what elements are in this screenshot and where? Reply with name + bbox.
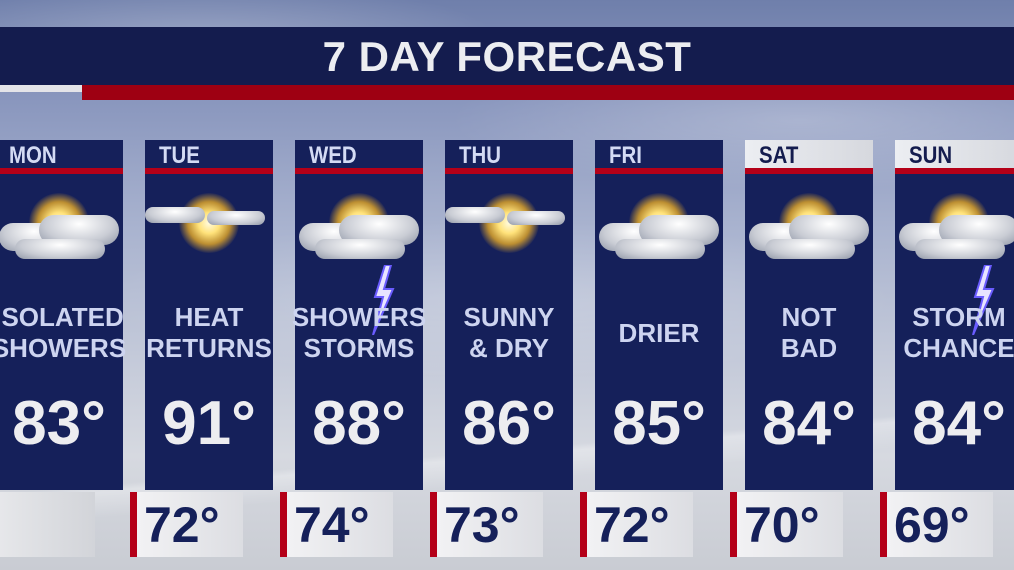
title-underline-white [0,85,82,92]
forecast-description: SHOWERS STORMS [289,302,429,364]
thunderstorm-icon [295,185,423,335]
low-temp: 73° [444,497,520,553]
high-temp: 85° [612,389,706,458]
day-header: FRI [595,140,723,169]
description-line: STORM [912,302,1006,332]
sunny-cloud-icon [445,185,573,295]
page-title: 7 DAY FORECAST [322,33,692,80]
day-header: SUN [895,140,1014,169]
low-temp-box: 72° [580,492,693,557]
forecast-description: HEAT RETURNS [139,302,279,364]
low-temp-background [287,492,393,557]
day-column-sun: SUN STORM CHANCE 84° [895,140,1014,490]
high-temp: 91° [162,389,256,458]
low-temp-accent [430,492,437,557]
day-label: FRI [609,142,642,169]
forecast-description: STORM CHANCE [889,302,1014,364]
low-temp: 72° [144,497,220,553]
low-temp-box: 74° [280,492,393,557]
thunderstorm-icon [895,185,1014,335]
description-line: SHOWERS [291,302,427,332]
low-temp-accent [280,492,287,557]
forecast-description: SUNNY & DRY [439,302,579,364]
low-temp-accent [880,492,887,557]
description-line: RETURNS [146,333,272,363]
description-line: CHANCE [903,333,1014,363]
day-label: MON [9,142,57,169]
low-temp-accent [130,492,137,557]
description-line: ISOLATED [0,302,124,332]
day-header-underline [295,168,423,174]
day-column-thu: THU SUNNY & DRY 86° [445,140,573,490]
description-line: DRIER [618,318,700,348]
low-temp-box: 70° [730,492,843,557]
day-header: SAT [745,140,873,169]
day-column-mon: MON ISOLATED SHOWERS 83° [0,140,126,490]
day-column-tue: TUE HEAT RETURNS 91° [145,140,273,490]
day-label: TUE [159,142,200,169]
day-label: WED [309,142,357,169]
day-header-underline [0,168,123,174]
low-temp-background [587,492,693,557]
day-header-underline [595,168,723,174]
high-temp: 84° [762,389,856,458]
low-temp: 72° [594,497,670,553]
forecast-description: ISOLATED SHOWERS [0,302,129,364]
day-header: TUE [145,140,273,169]
high-temp: 86° [462,389,556,458]
low-temp-accent [730,492,737,557]
low-temp-accent [580,492,587,557]
day-header-underline [895,168,1014,174]
low-temp-box: 69° [880,492,993,557]
mon-low-placeholder [0,492,95,557]
day-header-underline [745,168,873,174]
title-bar [0,27,1014,85]
partly-cloudy-icon [0,185,123,295]
high-temp: 84° [912,389,1006,458]
day-column-sat: SAT NOT BAD 84° [745,140,873,490]
day-header-underline [145,168,273,174]
low-temp-background [737,492,843,557]
partly-cloudy-icon [745,185,873,295]
description-line: STORMS [303,333,415,363]
forecast-description: NOT BAD [739,302,879,364]
description-line: & DRY [469,333,549,363]
day-header: WED [295,140,423,169]
partly-cloudy-icon [595,185,723,295]
day-column-fri: FRI DRIER 85° [595,140,723,490]
description-line: NOT [781,302,837,332]
title-underline-red [82,85,1014,100]
description-line: SHOWERS [0,333,127,363]
low-temp-background [437,492,543,557]
low-temp-background [887,492,993,557]
description-line: SUNNY [463,302,555,332]
forecast-description: DRIER [589,318,729,349]
low-temp-box: 73° [430,492,543,557]
day-header-underline [445,168,573,174]
description-line: BAD [780,333,838,363]
lightning-icon [972,265,995,335]
description-line: HEAT [174,302,244,332]
day-label: SAT [759,142,799,169]
high-temp: 88° [312,389,406,458]
low-temp: 74° [294,497,370,553]
day-label: THU [459,142,501,169]
high-temp: 83° [12,389,106,458]
day-column-wed: WED SHOWERS STORMS 88° [292,140,426,490]
low-temp-box: 72° [130,492,243,557]
day-label: SUN [909,142,953,169]
sunny-cloud-icon [145,185,273,295]
lightning-icon [372,265,395,335]
low-temp: 70° [744,497,820,553]
day-header: THU [445,140,573,169]
day-header: MON [0,140,123,169]
low-temp: 69° [894,497,970,553]
low-temp-background [137,492,243,557]
